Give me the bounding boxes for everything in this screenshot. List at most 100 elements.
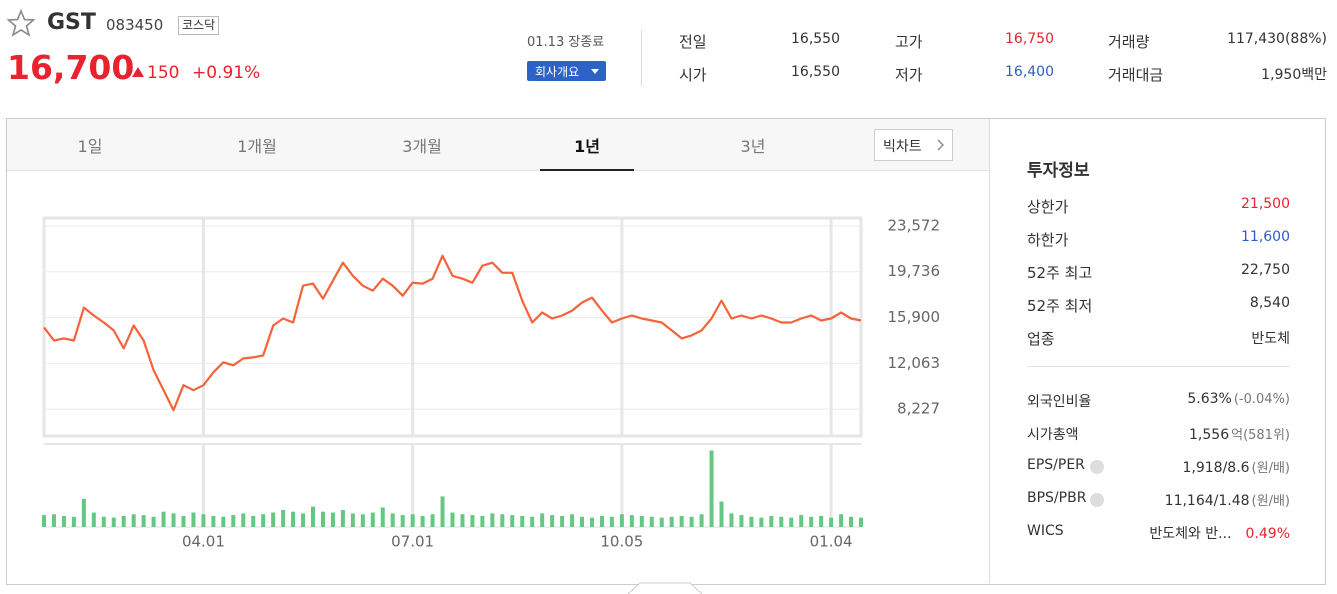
stock-name: GST: [47, 10, 96, 35]
volume-bar: [181, 515, 186, 527]
stat-value: 117,430(88%): [1227, 31, 1327, 47]
invest-label: 업종: [1027, 330, 1055, 348]
volume-bar: [819, 515, 824, 527]
volume-bar: [550, 515, 555, 527]
price: 16,700: [7, 48, 135, 87]
volume-bar: [729, 513, 734, 527]
invest-value: 반도체: [1251, 331, 1290, 347]
favorite-star[interactable]: [6, 9, 36, 37]
y-tick-label: 12,063: [888, 354, 941, 372]
volume-bar: [689, 516, 694, 527]
tab[interactable]: 3년: [740, 137, 766, 156]
volume-bar: [420, 515, 425, 527]
volume-bar: [42, 515, 46, 527]
help-icon[interactable]: [1090, 460, 1104, 474]
volume-bar: [580, 516, 585, 527]
help-icon[interactable]: [1090, 493, 1104, 507]
volume-bar: [560, 515, 565, 527]
market-badge: 코스닥: [178, 16, 220, 35]
big-chart-button[interactable]: 빅차트: [874, 129, 953, 161]
volume-bar: [91, 512, 96, 527]
panel-divider: [989, 119, 990, 583]
volume-bar: [191, 512, 196, 527]
volume-bar: [530, 516, 535, 527]
invest-main: 1,556: [1189, 427, 1230, 443]
stat-label: 거래량: [1108, 33, 1150, 51]
tab[interactable]: 3개월: [402, 137, 442, 156]
y-tick-label: 19,736: [888, 262, 941, 280]
volume-bar: [799, 515, 804, 527]
stat-value: 16,550: [791, 64, 840, 80]
volume-bar: [281, 510, 286, 527]
invest-value: 5.63% (-0.04%): [1100, 391, 1290, 407]
volume-bar: [241, 513, 246, 527]
volume-bar: [390, 513, 395, 527]
invest-label: WICS: [1027, 523, 1064, 539]
dropdown-icon: [591, 69, 599, 74]
volume-bar: [330, 512, 335, 527]
tab-underline: [540, 169, 634, 171]
tab[interactable]: 1일: [77, 137, 103, 156]
plot-border: [42, 216, 863, 438]
volume-bar: [779, 516, 784, 527]
volume-bar: [221, 516, 226, 527]
volume-bar: [71, 516, 76, 527]
invest-value: 22,750: [1241, 262, 1290, 278]
volume-bar: [151, 516, 156, 527]
volume-bar: [510, 515, 515, 527]
invest-value: 11,164/1.48 (원/배): [1100, 490, 1290, 509]
invest-main: 반도체와 반...: [1149, 526, 1232, 542]
volume-bar: [141, 515, 146, 527]
chevron: [937, 139, 944, 151]
volume-bar: [350, 513, 355, 527]
volume-bar: [639, 515, 644, 527]
stat-label: 저가: [895, 66, 923, 84]
volume-bar: [629, 515, 634, 527]
volume-bar: [121, 515, 126, 527]
price-line: [43, 254, 862, 412]
volume-bar: [111, 517, 116, 527]
volume-bar: [360, 514, 365, 527]
invest-main: 11,164/1.48: [1164, 493, 1250, 509]
invest-label: 상한가: [1027, 198, 1069, 216]
volume-bar: [839, 514, 844, 527]
market-date: 01.13 장종료: [527, 35, 605, 50]
invest-main: 1,918/8.6: [1182, 460, 1250, 476]
volume-bar: [699, 514, 704, 527]
volume-bar: [849, 516, 854, 527]
volume-bar: [51, 514, 56, 527]
volume-bar: [470, 515, 475, 527]
volume-bar: [211, 515, 216, 527]
volume-bar: [609, 516, 614, 527]
invest-main: 5.63%: [1187, 391, 1232, 407]
volume-bar: [679, 515, 684, 527]
volume-bar: [231, 515, 236, 527]
stat-value: 16,400: [1005, 64, 1054, 80]
volume-bar: [380, 507, 385, 527]
volume-bar: [440, 496, 445, 527]
volume-bar: [739, 515, 744, 527]
company-button[interactable]: 회사개요: [527, 61, 606, 81]
volume-bar: [410, 514, 415, 527]
tab[interactable]: 1개월: [237, 137, 277, 156]
volume-bar: [81, 498, 86, 527]
volume-bar: [61, 515, 66, 527]
invest-value: 11,600: [1241, 229, 1290, 245]
volume-bar: [599, 515, 604, 527]
volume-bar: [809, 516, 814, 527]
y-tick-label: 8,227: [897, 400, 940, 418]
invest-label: 52주 최저: [1027, 297, 1093, 315]
volume-bar: [589, 517, 594, 527]
change: 150: [147, 63, 180, 83]
volume-bar: [619, 514, 624, 527]
invest-label: 시가총액: [1027, 427, 1079, 443]
stock-code: 083450: [106, 16, 164, 34]
volume-bar: [370, 512, 375, 527]
stat-label: 전일: [679, 33, 707, 51]
volume-bar: [261, 514, 266, 527]
big-chart-label: 빅차트: [883, 139, 922, 155]
volume-bar: [859, 517, 863, 527]
volume-bar: [749, 516, 754, 527]
tab[interactable]: 1년: [574, 137, 600, 156]
